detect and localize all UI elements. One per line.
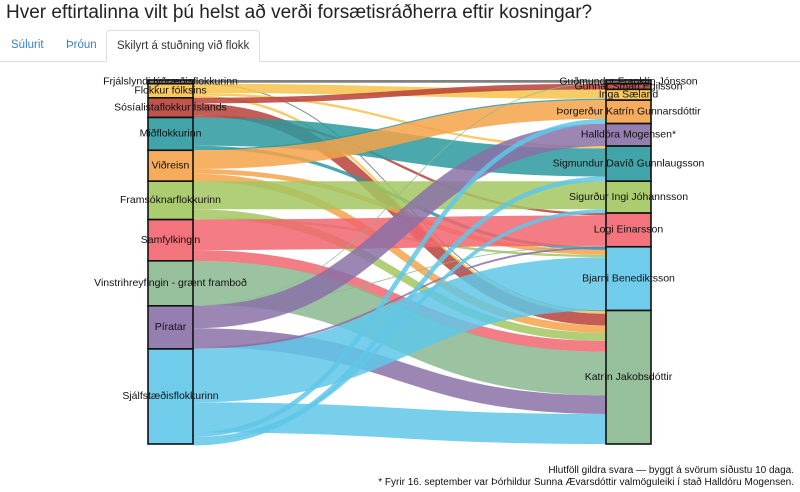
sankey-link-11 bbox=[192, 100, 607, 170]
tab-bar: Súlurit Þróun Skilyrt á stuðning við flo… bbox=[0, 30, 800, 62]
left-node-label-7: Vinstrihreyfingin - grænt framboð bbox=[94, 277, 247, 289]
footer-footnote: * Fyrir 16. september var Þórhildur Sunn… bbox=[378, 477, 794, 488]
left-node-9 bbox=[147, 348, 194, 445]
left-node-label-5: Framsóknarflokkurinn bbox=[120, 194, 221, 206]
left-node-label-8: Píratar bbox=[155, 321, 187, 333]
tab-throun[interactable]: Þróun bbox=[66, 39, 97, 51]
right-node-label-8: Bjarni Benediktsson bbox=[582, 272, 675, 284]
left-node-label-6: Samfylkingin bbox=[141, 234, 201, 246]
left-node-7 bbox=[147, 260, 194, 307]
sankey-link-27 bbox=[192, 118, 607, 437]
left-node-3 bbox=[147, 116, 194, 152]
sankey-link-10 bbox=[192, 98, 607, 151]
tab-skilyrt[interactable]: Skilyrt á stuðning við flokk bbox=[106, 30, 261, 62]
left-node-label-1: Flokkur fólksins bbox=[134, 85, 206, 97]
left-node-6 bbox=[147, 218, 194, 262]
page-title: Hver eftirtalinna vilt þú helst að verði… bbox=[6, 2, 593, 23]
right-node-9 bbox=[605, 309, 652, 445]
right-node-label-7: Logi Einarsson bbox=[594, 224, 664, 236]
right-node-label-6: Sigurður Ingi Jóhannsson bbox=[569, 191, 688, 203]
left-node-4 bbox=[147, 149, 194, 182]
left-node-8 bbox=[147, 305, 194, 350]
right-node-label-0: Guðmundur Franklín Jónsson bbox=[559, 76, 697, 88]
right-node-label-5: Sigmundur Davíð Gunnlaugsson bbox=[553, 157, 705, 169]
tab-sulurit[interactable]: Súlurit bbox=[11, 39, 44, 51]
right-node-label-9: Katrín Jakobsdóttir bbox=[585, 371, 673, 383]
sankey-link-23 bbox=[192, 328, 607, 415]
sankey-link-8 bbox=[192, 117, 607, 177]
right-node-label-2: Inga Sæland bbox=[599, 89, 659, 101]
sankey-link-5 bbox=[192, 83, 607, 104]
right-node-label-4: Halldóra Mogensen* bbox=[581, 129, 676, 141]
left-node-label-2: Sósíalistaflokkur Íslands bbox=[114, 100, 227, 113]
sankey-link-24 bbox=[192, 246, 607, 349]
left-node-label-3: Miðflokkurinn bbox=[140, 128, 202, 140]
right-node-label-1: Gunnar Smári Egilsson bbox=[575, 80, 683, 92]
sankey-link-25 bbox=[192, 257, 607, 403]
left-node-label-0: Frjálslyndi lýðræðisflokkurinn bbox=[103, 76, 238, 88]
left-node-label-9: Sjálfstæðisflokkurinn bbox=[122, 390, 218, 402]
sankey-links bbox=[192, 79, 607, 446]
footer-note: Hlutföll gildra svara — byggt á svörum s… bbox=[548, 465, 794, 476]
sankey-link-22 bbox=[192, 123, 607, 329]
sankey-link-21 bbox=[192, 82, 607, 306]
right-node-label-3: Þorgerður Katrín Gunnarsdóttir bbox=[556, 106, 701, 118]
sankey-link-29 bbox=[192, 176, 607, 446]
left-node-label-4: Viðreisn bbox=[152, 160, 190, 172]
